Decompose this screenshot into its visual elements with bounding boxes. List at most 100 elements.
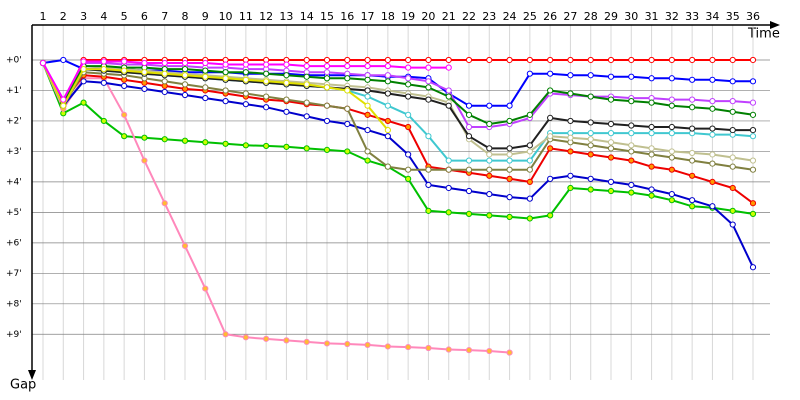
data-point bbox=[364, 111, 371, 118]
x-tick-label: 15 bbox=[320, 10, 334, 23]
data-point bbox=[729, 98, 736, 105]
data-point bbox=[567, 148, 574, 155]
data-point bbox=[161, 78, 168, 85]
data-point bbox=[283, 61, 290, 68]
data-point bbox=[323, 69, 331, 76]
data-point bbox=[628, 157, 635, 164]
data-point bbox=[486, 102, 493, 109]
data-point bbox=[323, 102, 331, 109]
data-point bbox=[506, 213, 513, 221]
data-point bbox=[729, 163, 736, 170]
data-point bbox=[384, 133, 391, 140]
data-point bbox=[486, 212, 493, 219]
data-point bbox=[141, 157, 148, 164]
series-line bbox=[42, 59, 753, 104]
data-point bbox=[425, 96, 432, 103]
data-point bbox=[384, 163, 391, 170]
data-point bbox=[709, 131, 716, 138]
y-tick-label: +9' bbox=[6, 330, 22, 340]
data-point bbox=[506, 102, 513, 109]
data-point bbox=[749, 264, 757, 271]
data-point bbox=[161, 136, 168, 143]
data-point bbox=[344, 340, 351, 348]
data-point bbox=[384, 56, 391, 64]
data-point bbox=[668, 75, 675, 82]
data-point bbox=[263, 70, 270, 77]
data-point bbox=[709, 151, 716, 158]
data-point bbox=[465, 347, 473, 354]
data-point bbox=[181, 137, 189, 144]
data-point bbox=[384, 78, 391, 85]
data-point bbox=[526, 215, 533, 222]
data-point bbox=[567, 72, 574, 79]
x-tick-label: 22 bbox=[462, 10, 476, 23]
data-point bbox=[729, 108, 736, 115]
data-point bbox=[445, 64, 452, 71]
series bbox=[39, 59, 757, 207]
x-tick-label: 16 bbox=[340, 10, 354, 23]
data-point bbox=[526, 56, 533, 64]
data-point bbox=[445, 166, 452, 173]
data-point bbox=[628, 56, 635, 64]
data-point bbox=[486, 166, 493, 173]
data-point bbox=[668, 96, 675, 103]
data-point bbox=[425, 181, 432, 189]
data-point bbox=[587, 119, 594, 126]
data-point bbox=[709, 56, 716, 64]
series-line bbox=[42, 62, 389, 131]
data-point bbox=[709, 76, 716, 83]
data-point bbox=[405, 343, 412, 351]
data-point bbox=[567, 172, 574, 179]
data-point bbox=[506, 349, 513, 356]
data-point bbox=[486, 190, 493, 198]
data-point bbox=[344, 75, 351, 82]
data-point bbox=[384, 343, 391, 350]
data-point bbox=[364, 62, 371, 70]
data-point bbox=[222, 87, 229, 94]
data-point bbox=[547, 70, 554, 77]
data-point bbox=[323, 62, 331, 70]
data-point bbox=[506, 117, 513, 125]
data-point bbox=[749, 133, 757, 140]
data-point bbox=[648, 123, 655, 131]
x-tick-label: 10 bbox=[219, 10, 233, 23]
data-point bbox=[729, 154, 736, 161]
data-point bbox=[202, 84, 209, 91]
data-point bbox=[242, 69, 249, 76]
data-point bbox=[729, 56, 736, 64]
x-tick-label: 17 bbox=[361, 10, 375, 23]
series-line bbox=[42, 62, 510, 354]
data-point bbox=[283, 108, 290, 115]
data-point bbox=[689, 76, 696, 83]
data-point bbox=[607, 154, 615, 161]
data-point bbox=[729, 207, 736, 214]
data-point bbox=[486, 157, 493, 164]
x-tick-label: 36 bbox=[746, 10, 760, 23]
y-tick-label: +0' bbox=[6, 55, 22, 65]
data-point bbox=[648, 56, 655, 64]
data-point bbox=[526, 70, 533, 77]
series bbox=[39, 59, 757, 271]
y-tick-label: +7' bbox=[6, 269, 22, 279]
series-line bbox=[42, 62, 754, 268]
data-point bbox=[567, 90, 574, 97]
x-tick-label: 33 bbox=[685, 10, 699, 23]
data-point bbox=[465, 102, 473, 109]
data-point bbox=[384, 126, 391, 134]
data-point bbox=[303, 99, 310, 106]
data-point bbox=[749, 78, 757, 85]
data-point bbox=[668, 190, 675, 198]
data-point bbox=[303, 62, 310, 70]
data-point bbox=[709, 125, 716, 132]
data-point bbox=[39, 59, 47, 67]
data-point bbox=[303, 113, 310, 120]
data-point bbox=[121, 67, 128, 74]
data-point bbox=[242, 61, 249, 68]
data-point bbox=[465, 157, 473, 164]
data-point bbox=[283, 96, 290, 103]
data-point bbox=[323, 56, 331, 64]
data-point bbox=[425, 84, 432, 91]
data-point bbox=[567, 117, 574, 125]
y-tick-label: +8' bbox=[6, 299, 22, 309]
data-point bbox=[749, 210, 757, 217]
